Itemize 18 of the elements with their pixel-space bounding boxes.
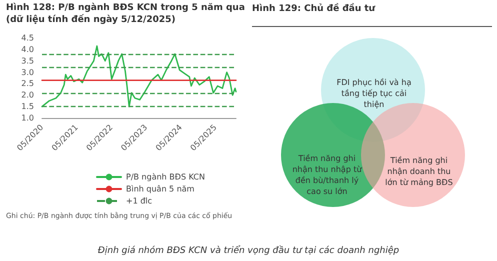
- legend-label: +1 đlc: [126, 196, 152, 206]
- legend-label: Bình quân 5 năm: [126, 184, 195, 194]
- chart-title: Hình 128: P/B ngành BĐS KCN trong 5 năm qua (dữ liệu tính đến ngày 5/12/2025): [6, 2, 246, 26]
- y-tick-label: 1.0: [21, 114, 34, 122]
- text: Tiềm năng ghi nhận thu nhập từ đền bù/thanh lý cao su lớn: [292, 153, 362, 197]
- y-tick-label: 4.0: [21, 44, 34, 54]
- text: Định giá nhóm BĐS KCN và triển vọng đầu tư tại các doanh nghiệp: [96, 246, 400, 256]
- y-tick-label: 2.5: [21, 79, 34, 88]
- text: Tiềm năng ghi nhận doanh thu lớn từ mảng BĐS: [384, 155, 454, 188]
- y-tick-label: 4.5: [21, 34, 34, 42]
- text: Hình 129: Chủ đề đầu tư: [252, 2, 376, 14]
- y-tick-label: 1.5: [21, 102, 34, 112]
- legend-label: P/B ngành BĐS KCN: [126, 172, 205, 182]
- text: FDI phục hồi và hạ tầng tiếp tục cải thiện: [336, 77, 412, 110]
- y-tick-label: 3.0: [21, 68, 34, 77]
- y-tick-label: 2.0: [21, 90, 34, 100]
- line-series: [41, 45, 237, 108]
- y-tick-label: 3.5: [21, 56, 34, 66]
